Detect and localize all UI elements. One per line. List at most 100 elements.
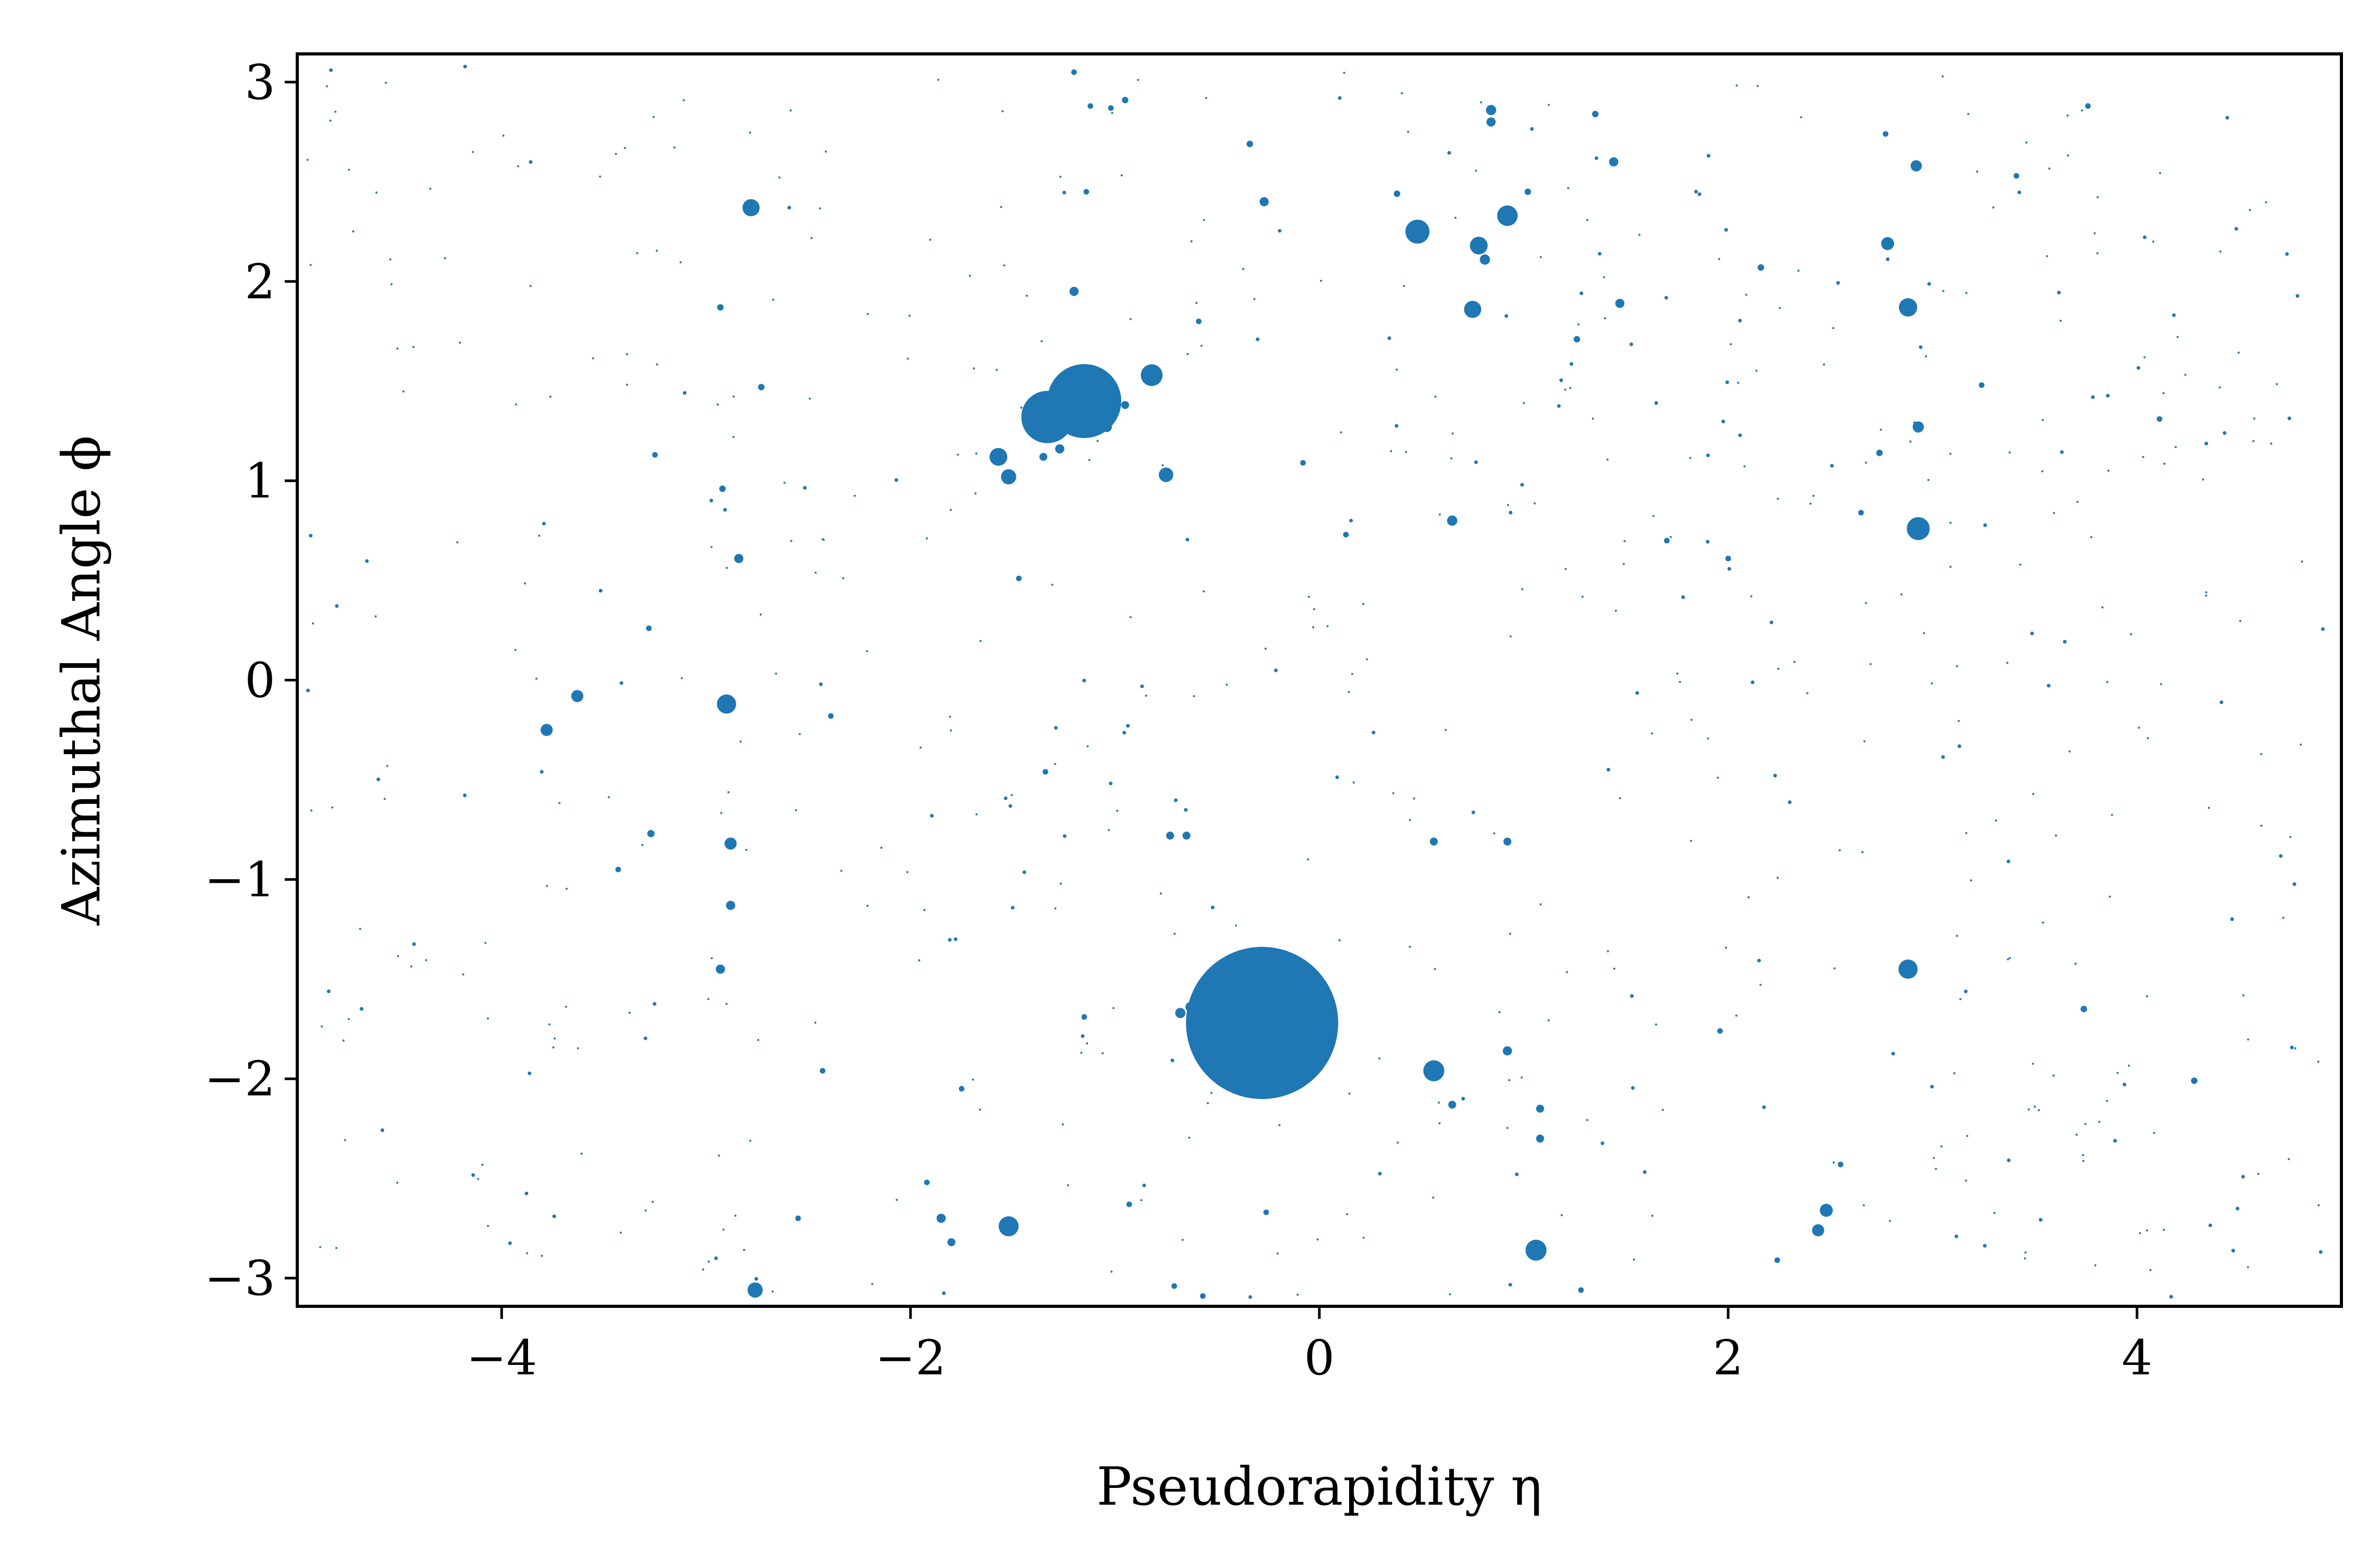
data-point (1464, 300, 1482, 318)
background-deposit (754, 1277, 758, 1281)
background-deposit (1738, 319, 1742, 323)
background-deposit (720, 812, 723, 814)
background-deposit (2288, 416, 2292, 420)
data-point (2080, 1005, 2088, 1013)
background-deposit (1633, 1258, 1635, 1261)
data-point (1912, 421, 1924, 433)
background-deposit (1348, 691, 1350, 693)
background-deposit (957, 453, 959, 456)
background-deposit (1762, 1105, 1766, 1110)
data-point (1479, 254, 1490, 265)
background-deposit (484, 942, 487, 944)
points-layer (540, 69, 2197, 1299)
background-deposit (481, 1163, 484, 1166)
x-tick-label: 0 (1304, 1330, 1335, 1386)
background-deposit (1717, 776, 1719, 779)
background-deposit (1994, 819, 1997, 822)
background-deposit (906, 871, 909, 873)
data-point (1001, 469, 1016, 485)
data-point (1837, 1161, 1844, 1168)
background-deposit (725, 1003, 728, 1005)
background-deposit (628, 1011, 631, 1014)
background-deposit (1751, 680, 1755, 685)
background-deposit (2143, 235, 2147, 239)
background-deposit (1051, 584, 1053, 586)
data-point (716, 694, 736, 714)
background-deposit (918, 959, 921, 961)
background-deposit (1737, 382, 1740, 384)
background-deposit (472, 151, 474, 153)
background-deposit (974, 492, 977, 495)
background-deposit (1586, 1118, 1588, 1121)
data-point (1609, 157, 1619, 167)
background-deposit (1919, 345, 1923, 349)
background-deposit (624, 147, 626, 149)
background-deposit (614, 153, 617, 155)
background-deposit (1515, 1172, 1519, 1177)
background-deposit (1316, 1238, 1319, 1241)
background-deposit (540, 770, 544, 774)
background-deposit (2006, 958, 2009, 960)
background-deposit (1676, 672, 1679, 675)
background-deposit (1697, 192, 1701, 196)
background-deposit (1800, 116, 1802, 119)
background-deposit (1566, 971, 1568, 973)
data-point (989, 447, 1007, 466)
background-deposit (1619, 797, 1621, 800)
background-deposit (1606, 768, 1610, 772)
background-deposit (1522, 402, 1525, 405)
background-deposit (2030, 631, 2034, 635)
background-deposit (2288, 1158, 2290, 1160)
background-deposit (2024, 1257, 2026, 1260)
background-deposit (1274, 668, 1278, 673)
background-deposit (538, 534, 541, 537)
background-deposit (1312, 626, 1315, 629)
background-deposit (1174, 798, 1178, 802)
background-deposit (1735, 84, 1738, 87)
background-deposit (1403, 285, 1405, 287)
data-point (1979, 382, 1984, 388)
data-point (540, 724, 553, 736)
background-deposit (1140, 1199, 1142, 1202)
background-deposit (1679, 681, 1681, 684)
background-deposit (2231, 1249, 2235, 1253)
data-point (1126, 1201, 1133, 1207)
background-deposit (923, 909, 926, 911)
background-deposit (1707, 154, 1711, 158)
background-deposit (1927, 282, 1931, 286)
background-deposit (1925, 355, 1927, 357)
background-deposit (2106, 394, 2110, 398)
background-deposit (1129, 318, 1132, 320)
background-deposit (908, 315, 911, 317)
background-deposit (2147, 737, 2149, 740)
background-deposit (2260, 824, 2263, 827)
background-deposit (972, 1078, 974, 1081)
background-deposit (389, 258, 391, 261)
background-deposit (702, 1268, 704, 1271)
y-tick-label: −3 (204, 1250, 275, 1306)
background-deposit (1891, 1051, 1895, 1056)
background-deposit (1335, 775, 1339, 779)
background-deposit (644, 1209, 647, 1212)
background-deposit (2024, 1251, 2027, 1254)
background-deposit (2242, 994, 2245, 996)
background-deposit (1957, 720, 1960, 722)
background-deposit (2055, 834, 2057, 837)
background-deposit (895, 1199, 898, 1201)
background-deposit (487, 1017, 489, 1020)
background-deposit (1340, 431, 1342, 434)
background-deposit (1186, 353, 1189, 355)
background-deposit (2037, 1109, 2040, 1112)
background-deposit (906, 357, 909, 360)
background-deposit (2160, 683, 2162, 686)
background-deposit (1567, 187, 1569, 189)
data-point (726, 901, 735, 910)
background-deposit (1735, 1014, 1737, 1017)
background-deposit (347, 1018, 350, 1021)
background-deposit (2249, 209, 2251, 211)
background-deposit (1539, 903, 1542, 905)
data-point (1503, 1046, 1512, 1056)
background-deposit (1498, 1011, 1501, 1013)
background-deposit (1173, 933, 1176, 935)
background-deposit (1407, 130, 1409, 133)
